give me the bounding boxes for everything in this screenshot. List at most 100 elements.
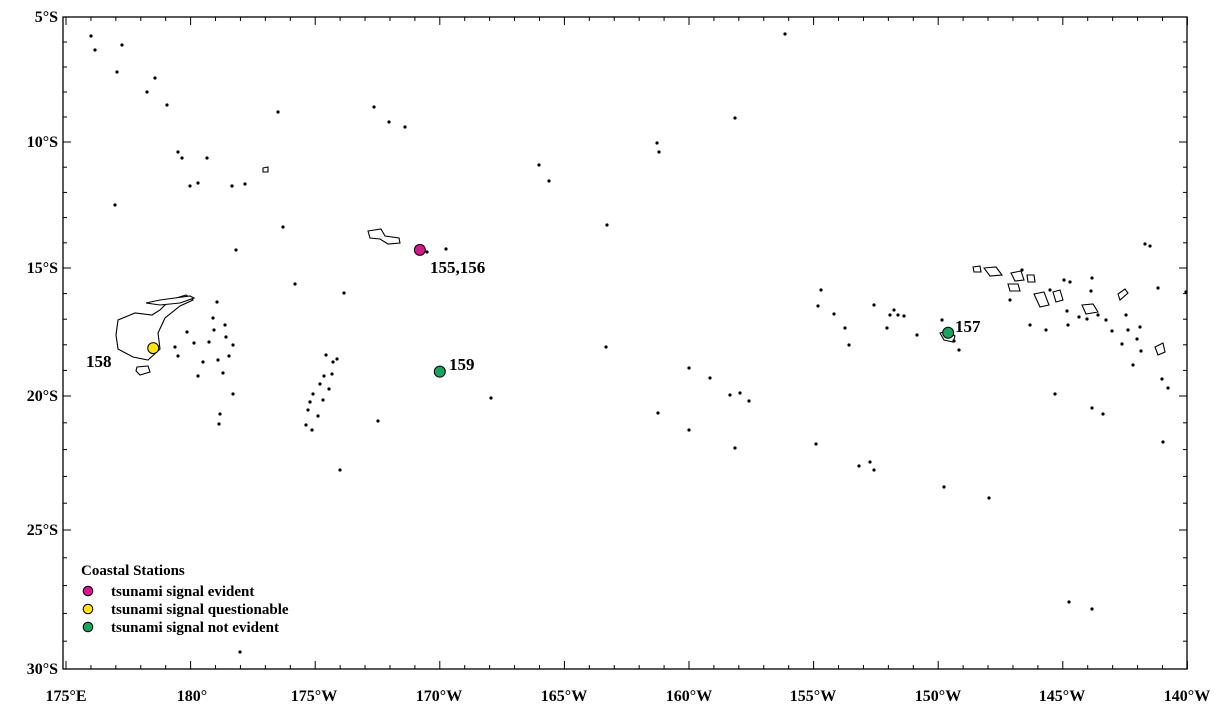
island-dot	[293, 282, 297, 286]
island-dot	[1135, 337, 1139, 341]
island-dot	[857, 464, 861, 468]
island-dot	[847, 343, 851, 347]
island-outline	[972, 265, 982, 273]
island-dot	[915, 333, 919, 337]
island-dot	[227, 354, 231, 358]
island-dot	[843, 326, 847, 330]
station-marker-159[interactable]	[433, 365, 446, 378]
island-dot	[304, 423, 308, 427]
island-dot	[783, 32, 787, 36]
island-dot	[1090, 276, 1094, 280]
legend-marker-not-evident	[82, 621, 94, 633]
island-dot	[306, 408, 310, 412]
island-dot	[604, 345, 608, 349]
island-dot	[425, 250, 429, 254]
legend-marker-evident	[82, 585, 94, 597]
island-dot	[1020, 268, 1024, 272]
island-dot	[281, 225, 285, 229]
island-dot	[234, 248, 238, 252]
island-dot	[153, 76, 157, 80]
island-outline	[1081, 303, 1099, 315]
island-dot	[1124, 313, 1128, 317]
lon-label-140w: 140°W	[1164, 688, 1210, 705]
island-dot	[1143, 242, 1147, 246]
station-marker-158[interactable]	[147, 342, 160, 355]
island-outline	[1052, 289, 1064, 303]
island-outline	[135, 365, 151, 376]
island-outline	[1117, 288, 1129, 301]
lon-label-165w: 165°W	[541, 688, 587, 705]
lon-label-170w: 170°W	[416, 688, 462, 705]
island-dot	[223, 323, 227, 327]
island-outline	[1010, 270, 1025, 282]
island-dot	[1101, 412, 1105, 416]
island-dot	[120, 43, 124, 47]
island-dot	[324, 353, 328, 357]
island-dot	[1067, 600, 1071, 604]
island-outline	[115, 294, 195, 361]
island-dot	[489, 396, 493, 400]
island-dot	[1066, 323, 1070, 327]
island-dot	[687, 366, 691, 370]
island-dot	[192, 341, 196, 345]
island-dot	[176, 150, 180, 154]
lon-label-175w: 175°W	[291, 688, 337, 705]
lat-label-25s: 25°S	[27, 522, 58, 539]
island-dot	[218, 412, 222, 416]
island-dot	[196, 181, 200, 185]
island-dot	[1068, 280, 1072, 284]
island-dot	[308, 400, 312, 404]
lat-label-20s: 20°S	[27, 388, 58, 405]
island-dot	[331, 360, 335, 364]
station-marker-157[interactable]	[942, 326, 955, 339]
island-dot	[215, 300, 219, 304]
island-dot	[1090, 607, 1094, 611]
island-dot	[728, 393, 732, 397]
island-outline	[1154, 342, 1166, 356]
island-dot	[276, 110, 280, 114]
island-dot	[1062, 278, 1066, 282]
island-dot	[1148, 244, 1152, 248]
island-dot	[318, 382, 322, 386]
lat-label-30s: 30°S	[27, 661, 58, 678]
island-dot	[868, 460, 872, 464]
island-dot	[180, 156, 184, 160]
island-dot	[738, 391, 742, 395]
legend-title: Coastal Stations	[81, 563, 185, 579]
lat-label-5s: 5°S	[35, 9, 58, 26]
lon-label-150w: 150°W	[915, 688, 961, 705]
island-dot	[942, 485, 946, 489]
island-dot	[201, 360, 205, 364]
islands	[89, 32, 1188, 654]
island-dot	[316, 414, 320, 418]
island-dot	[605, 223, 609, 227]
lat-label-10s: 10°S	[27, 134, 58, 151]
island-dot	[872, 303, 876, 307]
island-dot	[207, 340, 211, 344]
island-outline	[145, 295, 196, 306]
island-dot	[872, 468, 876, 472]
station-marker-155-156[interactable]	[413, 243, 426, 256]
station-label-155-156: 155,156	[430, 258, 485, 277]
island-dot	[231, 343, 235, 347]
island-dot	[1131, 363, 1135, 367]
island-dot	[1077, 315, 1081, 319]
island-dot	[1139, 349, 1143, 353]
island-dot	[1048, 288, 1052, 292]
legend-label-questionable: tsunami signal questionable	[111, 602, 289, 618]
island-dot	[814, 442, 818, 446]
island-dot	[335, 357, 339, 361]
island-dot	[310, 428, 314, 432]
island-dot	[212, 328, 216, 332]
island-dot	[321, 398, 325, 402]
island-dot	[885, 326, 889, 330]
island-dot	[1110, 329, 1114, 333]
island-dot	[1089, 289, 1093, 293]
island-dot	[1085, 317, 1089, 321]
island-dot	[93, 48, 97, 52]
lat-label-15s: 15°S	[27, 260, 58, 277]
island-dot	[888, 313, 892, 317]
island-dot	[1028, 323, 1032, 327]
island-dot	[230, 184, 234, 188]
lon-label-175e: 175°E	[45, 688, 86, 705]
